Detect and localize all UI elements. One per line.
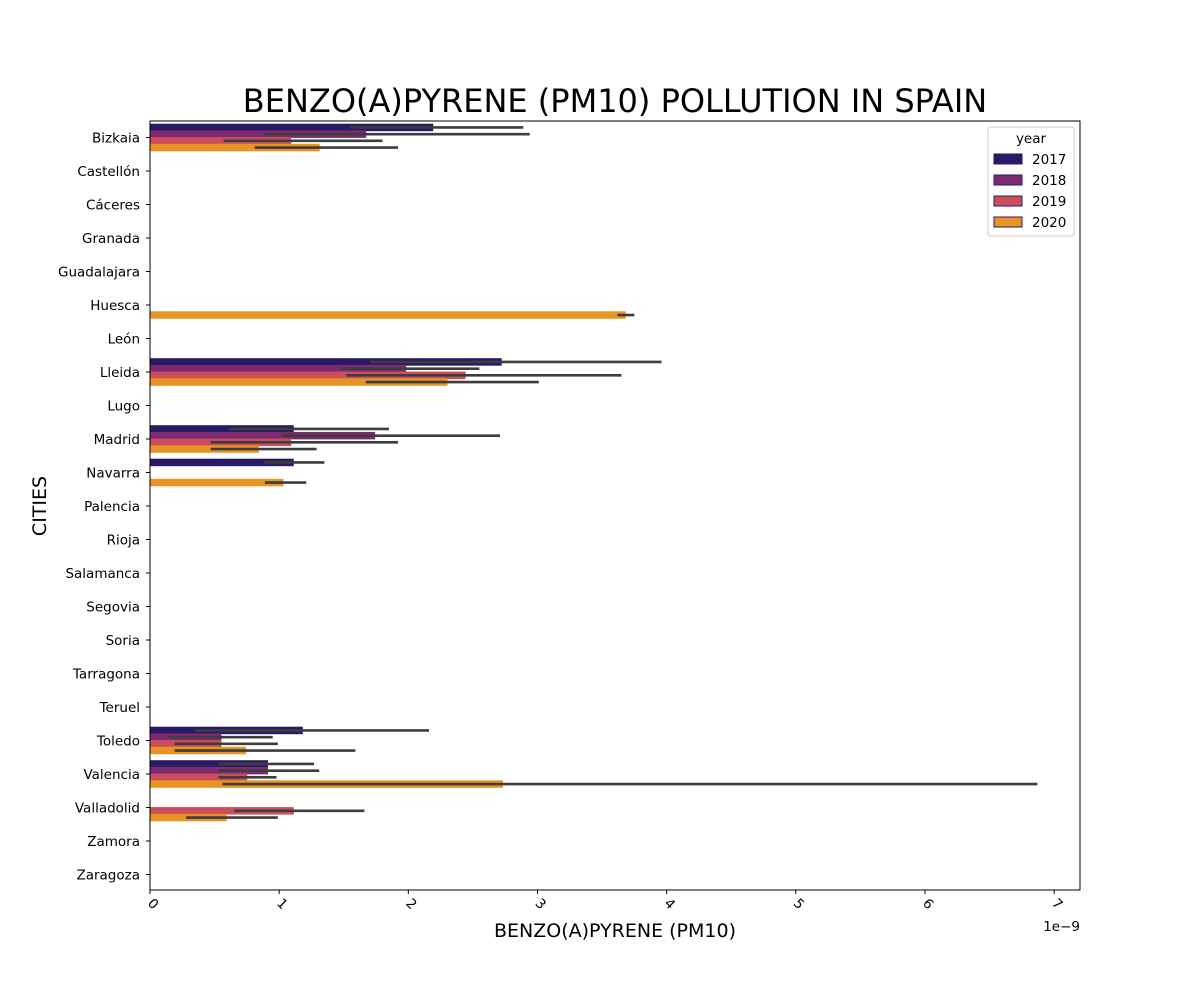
y-tick-label: León [108,332,140,348]
x-tick-label: 0 [144,895,161,912]
y-tick-label: Teruel [99,700,140,716]
x-axis-offset-text: 1e−9 [1043,919,1080,935]
y-tick-label: Segovia [86,600,140,616]
y-tick-label: Castellón [77,164,140,180]
legend-swatch-2018 [994,175,1022,185]
y-tick-label: Bizkaia [92,131,140,147]
y-tick-label: Salamanca [65,566,140,582]
y-tick-label: Lleida [100,365,140,381]
bar-2020-huesca [150,312,625,319]
x-tick-label: 5 [790,895,807,912]
legend-swatch-2019 [994,196,1022,206]
legend-swatch-2017 [994,154,1022,164]
y-tick-label: Granada [82,231,140,247]
y-tick-label: Zaragoza [76,868,140,884]
y-axis-label: CITIES [29,476,51,536]
x-tick-label: 4 [661,895,678,912]
y-tick-label: Lugo [107,399,140,415]
y-tick-label: Palencia [84,499,140,515]
legend-label-2020: 2020 [1032,215,1066,231]
y-tick-label: Zamora [87,834,140,850]
chart-title: BENZO(A)PYRENE (PM10) POLLUTION IN SPAIN [243,82,987,120]
y-tick-label: Cáceres [86,198,140,214]
x-tick-label: 1 [273,895,290,912]
x-tick-label: 2 [402,895,419,912]
y-tick-label: Tarragona [72,667,140,683]
bar-2020-navarra [150,479,283,486]
y-tick-label: Valencia [83,767,140,783]
legend-swatch-2020 [994,217,1022,227]
x-tick-label: 7 [1048,895,1065,912]
legend-title: year [1016,131,1047,147]
legend-label-2018: 2018 [1032,173,1066,189]
plot-background [150,121,1080,890]
y-tick-label: Madrid [94,432,140,448]
x-tick-label: 6 [919,895,936,912]
y-tick-label: Soria [106,633,140,649]
y-tick-label: Toledo [96,734,140,750]
legend-label-2017: 2017 [1032,152,1066,168]
legend-label-2019: 2019 [1032,194,1066,210]
y-tick-label: Guadalajara [58,265,140,281]
x-tick-label: 3 [532,895,549,912]
plot-area [150,121,1080,890]
y-tick-label: Navarra [86,466,140,482]
y-tick-label: Valladolid [75,801,140,817]
legend: year 2017 2018 2019 2020 [988,127,1074,236]
x-axis-label: BENZO(A)PYRENE (PM10) [494,920,736,942]
y-tick-label: Rioja [107,533,140,549]
y-tick-label: Huesca [90,298,140,314]
